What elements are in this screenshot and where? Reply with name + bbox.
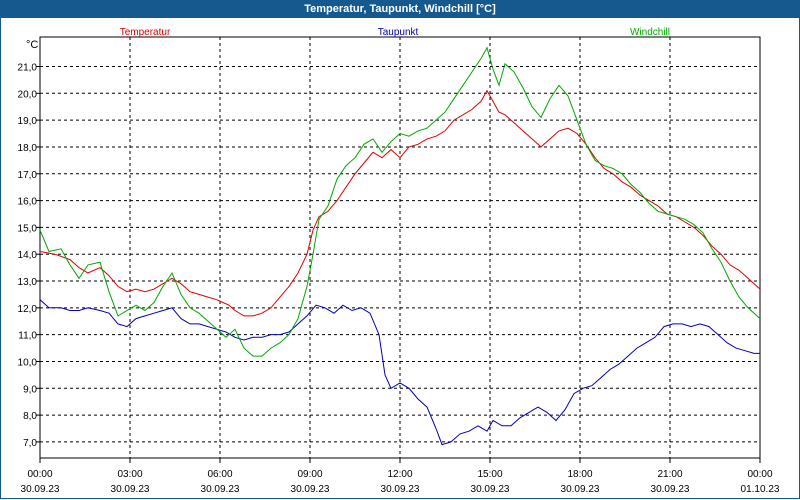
y-tick-label: 19,0: [18, 116, 38, 127]
x-tick-time: 06:00: [207, 469, 232, 480]
x-tick-time: 15:00: [477, 469, 502, 480]
x-tick-date: 30.09.23: [111, 484, 150, 495]
series-lines: [39, 46, 761, 446]
x-tick-date: 30.09.23: [471, 484, 510, 495]
y-tick-label: 17,0: [18, 170, 38, 181]
y-tick-label: 7,0: [23, 438, 37, 449]
x-tick-time: 00:00: [27, 469, 52, 480]
x-tick-time: 12:00: [387, 469, 412, 480]
series-line-windchill: [39, 46, 761, 357]
y-tick-label: 8,0: [23, 411, 37, 422]
y-tick-label: 9,0: [23, 384, 37, 395]
x-tick-date: 30.09.23: [561, 484, 600, 495]
y-tick-label: 21,0: [18, 62, 38, 73]
legend-windchill: Windchill: [630, 27, 670, 38]
y-tick-label: 11,0: [18, 331, 37, 342]
grid-lines: [36, 37, 761, 463]
x-tick-time: 00:00: [747, 469, 772, 480]
y-tick-label: 13,0: [18, 277, 38, 288]
y-axis-unit: °C: [26, 39, 38, 51]
y-tick-label: 16,0: [18, 197, 38, 208]
x-tick-labels: 00:00 30.09.23 03:00 30.09.23 06:00 30.09.23 0…: [21, 469, 780, 495]
series-line-taupunkt: [39, 299, 760, 446]
x-tick-date: 30.09.23: [291, 484, 330, 495]
x-tick-time: 18:00: [567, 469, 592, 480]
legend-temperatur: Temperatur: [120, 27, 171, 38]
y-tick-label: 10,0: [18, 357, 38, 368]
series-line-temperatur: [39, 89, 761, 317]
legend-taupunkt: Taupunkt: [378, 27, 419, 38]
y-tick-label: 15,0: [18, 223, 38, 234]
y-tick-label: 20,0: [18, 89, 38, 100]
y-tick-labels: 7,0 8,0 9,0 10,0 11,0 12,0 13,0 14,0 15,0 16,0 17,…: [18, 62, 38, 448]
x-tick-date: 30.09.23: [201, 484, 240, 495]
x-tick-date: 30.09.23: [21, 484, 60, 495]
x-tick-time: 09:00: [297, 469, 322, 480]
y-tick-label: 12,0: [18, 304, 38, 315]
x-tick-time: 03:00: [117, 469, 142, 480]
y-tick-label: 18,0: [18, 143, 38, 154]
chart-title: Temperatur, Taupunkt, Windchill [°C]: [0, 0, 800, 18]
plot-area: [39, 36, 761, 459]
x-tick-date: 01.10.23: [741, 484, 780, 495]
x-tick-date: 30.09.23: [381, 484, 420, 495]
x-tick-time: 21:00: [657, 469, 682, 480]
y-tick-label: 14,0: [18, 250, 38, 261]
x-tick-date: 30.09.23: [651, 484, 690, 495]
